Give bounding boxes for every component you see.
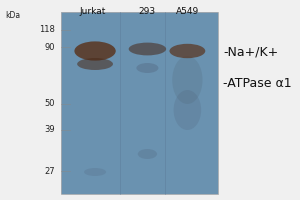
Ellipse shape <box>129 43 166 55</box>
Ellipse shape <box>169 44 205 58</box>
Text: 27: 27 <box>44 166 55 176</box>
Text: kDa: kDa <box>5 11 21 21</box>
Ellipse shape <box>77 58 113 70</box>
Text: 90: 90 <box>45 43 55 51</box>
Ellipse shape <box>174 90 201 130</box>
Text: A549: A549 <box>176 7 199 17</box>
Text: Jurkat: Jurkat <box>79 7 106 17</box>
Ellipse shape <box>138 149 157 159</box>
Ellipse shape <box>84 168 106 176</box>
Ellipse shape <box>136 63 158 73</box>
Text: -ATPase α1: -ATPase α1 <box>223 77 292 90</box>
Text: 50: 50 <box>45 99 55 108</box>
Text: -Na+/K+: -Na+/K+ <box>223 46 278 58</box>
Ellipse shape <box>172 56 202 104</box>
Bar <box>61 12 218 194</box>
Ellipse shape <box>74 41 116 61</box>
Bar <box>61 12 218 194</box>
Text: 293: 293 <box>139 7 156 17</box>
Text: 118: 118 <box>39 25 55 34</box>
Text: 39: 39 <box>44 126 55 134</box>
